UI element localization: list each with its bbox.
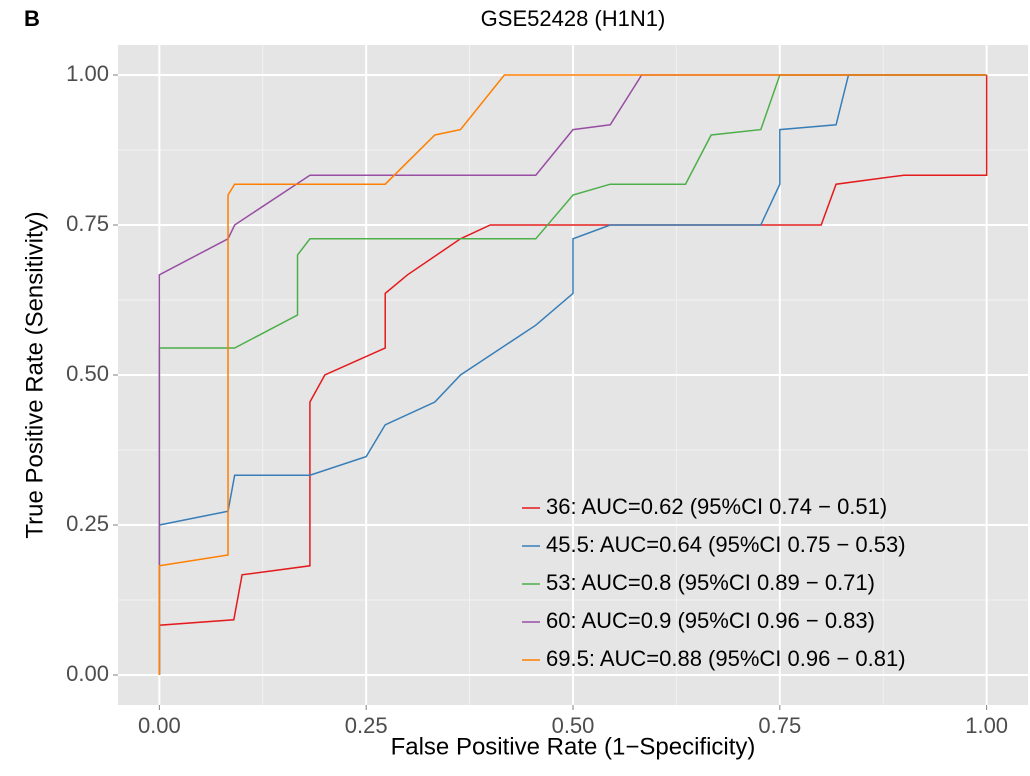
legend-label: 45.5: AUC=0.64 (95%CI 0.75 − 0.53): [546, 532, 906, 557]
roc-curve: [158, 74, 987, 675]
y-tick-label: 0.25: [66, 511, 109, 536]
roc-curve: [158, 74, 987, 675]
legend-label: 53: AUC=0.8 (95%CI 0.89 − 0.71): [546, 570, 875, 595]
legend-label: 69.5: AUC=0.88 (95%CI 0.96 − 0.81): [546, 646, 906, 671]
x-tick-label: 0.75: [758, 713, 801, 738]
x-axis-label: False Positive Rate (1−Specificity): [391, 733, 756, 760]
roc-curve: [158, 75, 988, 675]
roc-curve: [158, 74, 987, 675]
chart-title: GSE52428 (H1N1): [481, 6, 666, 31]
legend-label: 36: AUC=0.62 (95%CI 0.74 − 0.51): [546, 494, 887, 519]
legend-label: 60: AUC=0.9 (95%CI 0.96 − 0.83): [546, 608, 875, 633]
y-tick-label: 0.50: [66, 361, 109, 386]
roc-curve: [158, 74, 987, 675]
x-tick-label: 0.50: [552, 713, 595, 738]
panel-label: B: [24, 6, 40, 31]
y-tick-label: 1.00: [66, 61, 109, 86]
x-tick-label: 0.25: [345, 713, 388, 738]
y-tick-label: 0.75: [66, 211, 109, 236]
x-tick-label: 0.00: [138, 713, 181, 738]
y-axis-label: True Positive Rate (Sensitivity): [21, 211, 48, 538]
x-tick-label: 1.00: [965, 713, 1008, 738]
y-tick-label: 0.00: [66, 661, 109, 686]
